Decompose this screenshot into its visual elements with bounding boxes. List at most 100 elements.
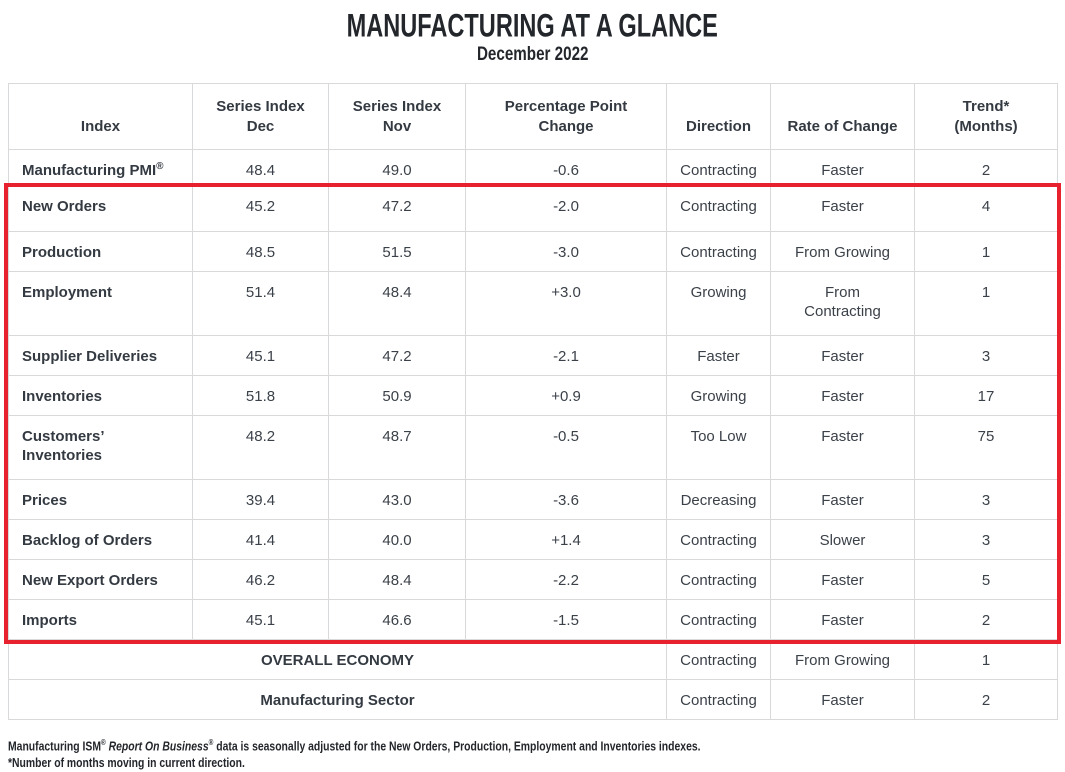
cell-rate-of-change: Slower (770, 519, 915, 560)
column-header-series-index-nov: Series Index Nov (328, 83, 466, 150)
table-wrap: Index Series Index Dec Series Index Nov … (4, 83, 1061, 720)
cell-percentage-point-change: -3.0 (465, 231, 667, 272)
cell-percentage-point-change: +1.4 (465, 519, 667, 560)
table-row-overall-economy: OVERALL ECONOMY Contracting From Growing… (8, 639, 1058, 680)
row-label: Production (8, 231, 193, 272)
registered-mark: ® (208, 738, 214, 747)
row-label: Imports (8, 599, 193, 640)
cell-series-index-nov: 48.7 (328, 415, 466, 480)
table-row-inventories: Inventories 51.8 50.9 +0.9 Growing Faste… (8, 375, 1058, 416)
cell-series-index-dec: 45.1 (192, 599, 329, 640)
cell-series-index-nov: 46.6 (328, 599, 466, 640)
cell-series-index-dec: 51.8 (192, 375, 329, 416)
cell-direction: Contracting (666, 559, 771, 600)
cell-rate-of-change: From Contracting (770, 271, 915, 336)
cell-percentage-point-change: -2.2 (465, 559, 667, 600)
row-label: Backlog of Orders (8, 519, 193, 560)
cell-series-index-nov: 51.5 (328, 231, 466, 272)
cell-series-index-dec: 45.1 (192, 335, 329, 376)
cell-trend: 3 (914, 335, 1058, 376)
cell-direction: Faster (666, 335, 771, 376)
cell-direction: Contracting (666, 231, 771, 272)
row-label: New Export Orders (8, 559, 193, 600)
cell-series-index-nov: 47.2 (328, 185, 466, 232)
cell-rate-of-change: Faster (770, 375, 915, 416)
cell-series-index-nov: 50.9 (328, 375, 466, 416)
page-title: MANUFACTURING AT A GLANCE (346, 7, 719, 44)
summary-label: Manufacturing Sector (8, 679, 667, 720)
table-row-production: Production 48.5 51.5 -3.0 Contracting Fr… (8, 231, 1058, 272)
cell-rate-of-change: Faster (770, 559, 915, 600)
row-label: Prices (8, 479, 193, 520)
table-row-imports: Imports 45.1 46.6 -1.5 Contracting Faste… (8, 599, 1058, 640)
cell-rate-of-change: Faster (770, 149, 915, 186)
cell-series-index-dec: 48.5 (192, 231, 329, 272)
row-label: Employment (8, 271, 193, 336)
registered-mark: ® (156, 161, 164, 172)
cell-direction: Contracting (666, 519, 771, 560)
cell-percentage-point-change: -0.6 (465, 149, 667, 186)
column-header-direction: Direction (666, 83, 771, 150)
cell-rate-of-change: Faster (770, 599, 915, 640)
column-header-series-index-dec: Series Index Dec (192, 83, 329, 150)
cell-trend: 2 (914, 149, 1058, 186)
footnote-line-2: *Number of months moving in current dire… (8, 755, 245, 771)
column-header-percentage-point-change: Percentage Point Change (465, 83, 667, 150)
cell-direction: Growing (666, 375, 771, 416)
cell-direction: Contracting (666, 679, 771, 720)
cell-trend: 2 (914, 679, 1058, 720)
cell-trend: 75 (914, 415, 1058, 480)
table-row-new-export-orders: New Export Orders 46.2 48.4 -2.2 Contrac… (8, 559, 1058, 600)
cell-trend: 3 (914, 479, 1058, 520)
cell-percentage-point-change: +0.9 (465, 375, 667, 416)
row-label: Inventories (8, 375, 193, 416)
cell-rate-of-change: From Growing (770, 639, 915, 680)
cell-trend: 1 (914, 231, 1058, 272)
cell-rate-of-change: Faster (770, 479, 915, 520)
registered-mark: ® (101, 738, 106, 747)
cell-series-index-nov: 48.4 (328, 271, 466, 336)
column-header-index: Index (8, 83, 193, 150)
cell-percentage-point-change: -2.1 (465, 335, 667, 376)
cell-rate-of-change: Faster (770, 185, 915, 232)
cell-series-index-nov: 47.2 (328, 335, 466, 376)
table-row-manufacturing-pmi: Manufacturing PMI® 48.4 49.0 -0.6 Contra… (8, 149, 1058, 186)
glance-table: Index Series Index Dec Series Index Nov … (8, 83, 1058, 720)
table-row-supplier-deliveries: Supplier Deliveries 45.1 47.2 -2.1 Faste… (8, 335, 1058, 376)
cell-series-index-dec: 39.4 (192, 479, 329, 520)
cell-series-index-dec: 45.2 (192, 185, 329, 232)
table-row-new-orders: New Orders 45.2 47.2 -2.0 Contracting Fa… (8, 185, 1058, 232)
cell-rate-of-change: From Growing (770, 231, 915, 272)
table-row-customers-inventories: Customers’ Inventories 48.2 48.7 -0.5 To… (8, 415, 1058, 480)
cell-percentage-point-change: +3.0 (465, 271, 667, 336)
cell-series-index-nov: 48.4 (328, 559, 466, 600)
row-label: New Orders (8, 185, 193, 232)
row-label: Manufacturing PMI® (8, 149, 193, 186)
cell-direction: Contracting (666, 185, 771, 232)
summary-label: OVERALL ECONOMY (8, 639, 667, 680)
cell-series-index-nov: 40.0 (328, 519, 466, 560)
cell-rate-of-change: Faster (770, 415, 915, 480)
cell-percentage-point-change: -3.6 (465, 479, 667, 520)
cell-trend: 17 (914, 375, 1058, 416)
title-block: MANUFACTURING AT A GLANCE December 2022 (0, 0, 1065, 66)
cell-direction: Contracting (666, 639, 771, 680)
cell-series-index-dec: 41.4 (192, 519, 329, 560)
table-row-prices: Prices 39.4 43.0 -3.6 Decreasing Faster … (8, 479, 1058, 520)
cell-trend: 3 (914, 519, 1058, 560)
header-row: Index Series Index Dec Series Index Nov … (8, 83, 1058, 150)
cell-trend: 4 (914, 185, 1058, 232)
cell-percentage-point-change: -0.5 (465, 415, 667, 480)
cell-direction: Too Low (666, 415, 771, 480)
footnote: Manufacturing ISM® Report On Business® d… (8, 734, 1064, 771)
row-label: Customers’ Inventories (8, 415, 193, 480)
cell-series-index-dec: 48.4 (192, 149, 329, 186)
cell-series-index-dec: 48.2 (192, 415, 329, 480)
page-subtitle: December 2022 (476, 43, 589, 66)
table-row-employment: Employment 51.4 48.4 +3.0 Growing From C… (8, 271, 1058, 336)
cell-percentage-point-change: -2.0 (465, 185, 667, 232)
table-row-backlog-of-orders: Backlog of Orders 41.4 40.0 +1.4 Contrac… (8, 519, 1058, 560)
cell-series-index-dec: 46.2 (192, 559, 329, 600)
cell-series-index-nov: 43.0 (328, 479, 466, 520)
footnote-report-on-business: Report On Business (105, 738, 209, 754)
